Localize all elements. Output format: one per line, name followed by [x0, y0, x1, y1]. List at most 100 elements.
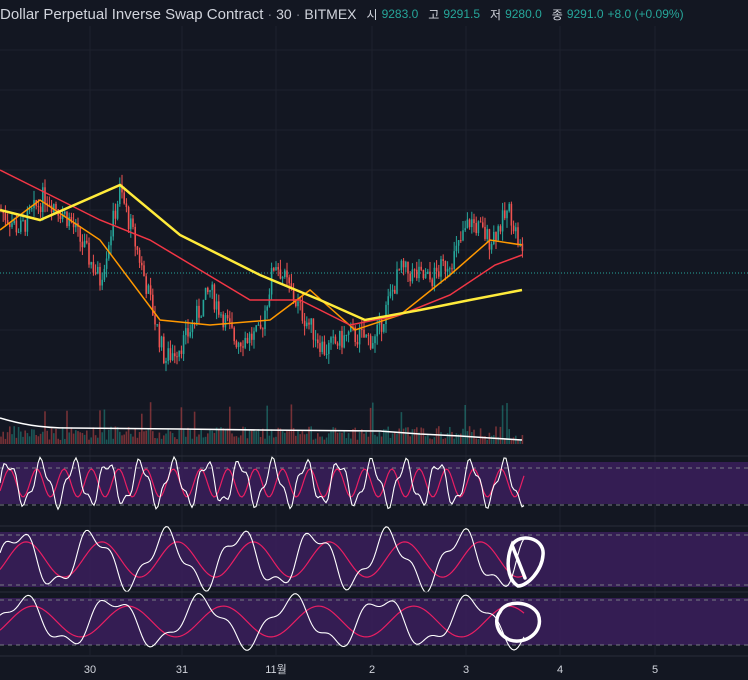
low-value: 9280.0	[505, 7, 542, 21]
candle-body	[350, 326, 352, 332]
candle-body	[152, 294, 154, 316]
volume-bar	[347, 433, 350, 444]
candle-body	[59, 215, 62, 220]
candle-body	[42, 187, 44, 213]
candle-body	[372, 343, 374, 349]
candle-body	[521, 243, 524, 251]
candle-body	[182, 335, 185, 354]
candle-body	[218, 301, 220, 315]
volume-bar	[486, 439, 488, 444]
volume-bar	[35, 434, 37, 444]
candle-body	[380, 316, 383, 332]
moving-averages	[0, 169, 523, 331]
volume-bar	[4, 438, 7, 444]
candle-body	[75, 223, 77, 228]
candle-body	[409, 273, 411, 282]
volume-bar	[299, 434, 301, 444]
candle-body	[422, 269, 425, 279]
candle-body	[178, 350, 180, 357]
candle-body	[134, 226, 136, 247]
candle-body	[61, 213, 64, 220]
close-value: 9291.0	[566, 7, 604, 21]
volume-bar	[229, 406, 231, 444]
candle-body	[174, 353, 176, 357]
interval-label[interactable]: 30	[276, 6, 292, 22]
candle-body	[310, 318, 312, 325]
volume-bar	[253, 429, 255, 444]
candle-body	[431, 279, 433, 287]
volume-bar	[431, 439, 433, 444]
volume-bar	[281, 431, 284, 444]
candle-body	[297, 301, 299, 307]
candle-body	[464, 228, 466, 231]
candle-body	[468, 219, 471, 228]
exchange-label: BITMEX	[304, 6, 357, 22]
oscillator-main-line	[0, 455, 525, 511]
volume-bar	[435, 428, 438, 444]
volume-bar	[9, 426, 11, 444]
volume-bar	[149, 402, 152, 444]
volume-bar	[112, 438, 114, 444]
volume-bar	[400, 412, 403, 444]
candle-body	[79, 226, 81, 242]
candle-body	[396, 269, 398, 294]
candle-body	[123, 192, 125, 204]
candle-body	[279, 269, 282, 279]
candle-body	[286, 270, 288, 278]
candle-body	[402, 260, 405, 268]
candle-body	[125, 203, 128, 208]
candle-body	[446, 268, 449, 272]
candle-body	[508, 203, 510, 211]
candle-body	[24, 220, 26, 232]
candle-body	[154, 315, 156, 325]
volume-bar	[427, 435, 429, 444]
volume-bar	[420, 427, 422, 444]
candle-body	[270, 268, 273, 295]
volume-bar	[314, 438, 317, 444]
x-tick-label: 4	[557, 664, 563, 676]
candle-body	[460, 240, 462, 242]
candle-body	[369, 335, 372, 349]
volume-bar	[457, 434, 460, 444]
candle-body	[165, 360, 167, 363]
volume-bar	[75, 430, 77, 444]
candle-body	[187, 328, 189, 337]
candle-body	[110, 236, 112, 246]
candle-body	[156, 324, 158, 326]
volume-bar	[332, 427, 334, 444]
volume-bar	[160, 438, 163, 444]
volume-bar	[13, 426, 15, 444]
candle-body	[299, 301, 301, 303]
volume-bar	[90, 437, 92, 444]
candle-body	[231, 322, 233, 328]
volume-bar	[154, 437, 156, 444]
candle-body	[185, 328, 187, 336]
high-value: 9291.5	[443, 7, 481, 21]
symbol-title[interactable]: Dollar Perpetual Inverse Swap Contract	[0, 5, 264, 23]
volume-bar	[310, 426, 312, 444]
volume-bar	[506, 403, 508, 444]
volume-bar	[11, 434, 13, 444]
candle-body	[191, 323, 194, 333]
candle-body	[440, 259, 442, 277]
volume-bar	[64, 438, 66, 444]
candle-body	[303, 320, 306, 327]
chart-header: Dollar Perpetual Inverse Swap Contract ·…	[0, 2, 684, 26]
candle-body	[163, 336, 165, 363]
candle-body	[103, 268, 106, 280]
candle-body	[88, 242, 90, 265]
candle-body	[389, 291, 392, 297]
volume-bar	[303, 434, 306, 444]
volume-bar	[169, 431, 172, 444]
volume-bar	[191, 438, 194, 444]
volume-bar	[396, 433, 398, 444]
hand-drawn-marks	[495, 536, 545, 643]
volume-bar	[345, 438, 348, 444]
candle-body	[226, 315, 229, 319]
oscillator-signal-line	[0, 468, 525, 498]
moving-average-line	[0, 199, 523, 331]
volume-bar	[244, 427, 246, 444]
candle-body	[405, 261, 407, 268]
volume-bar	[475, 438, 477, 444]
